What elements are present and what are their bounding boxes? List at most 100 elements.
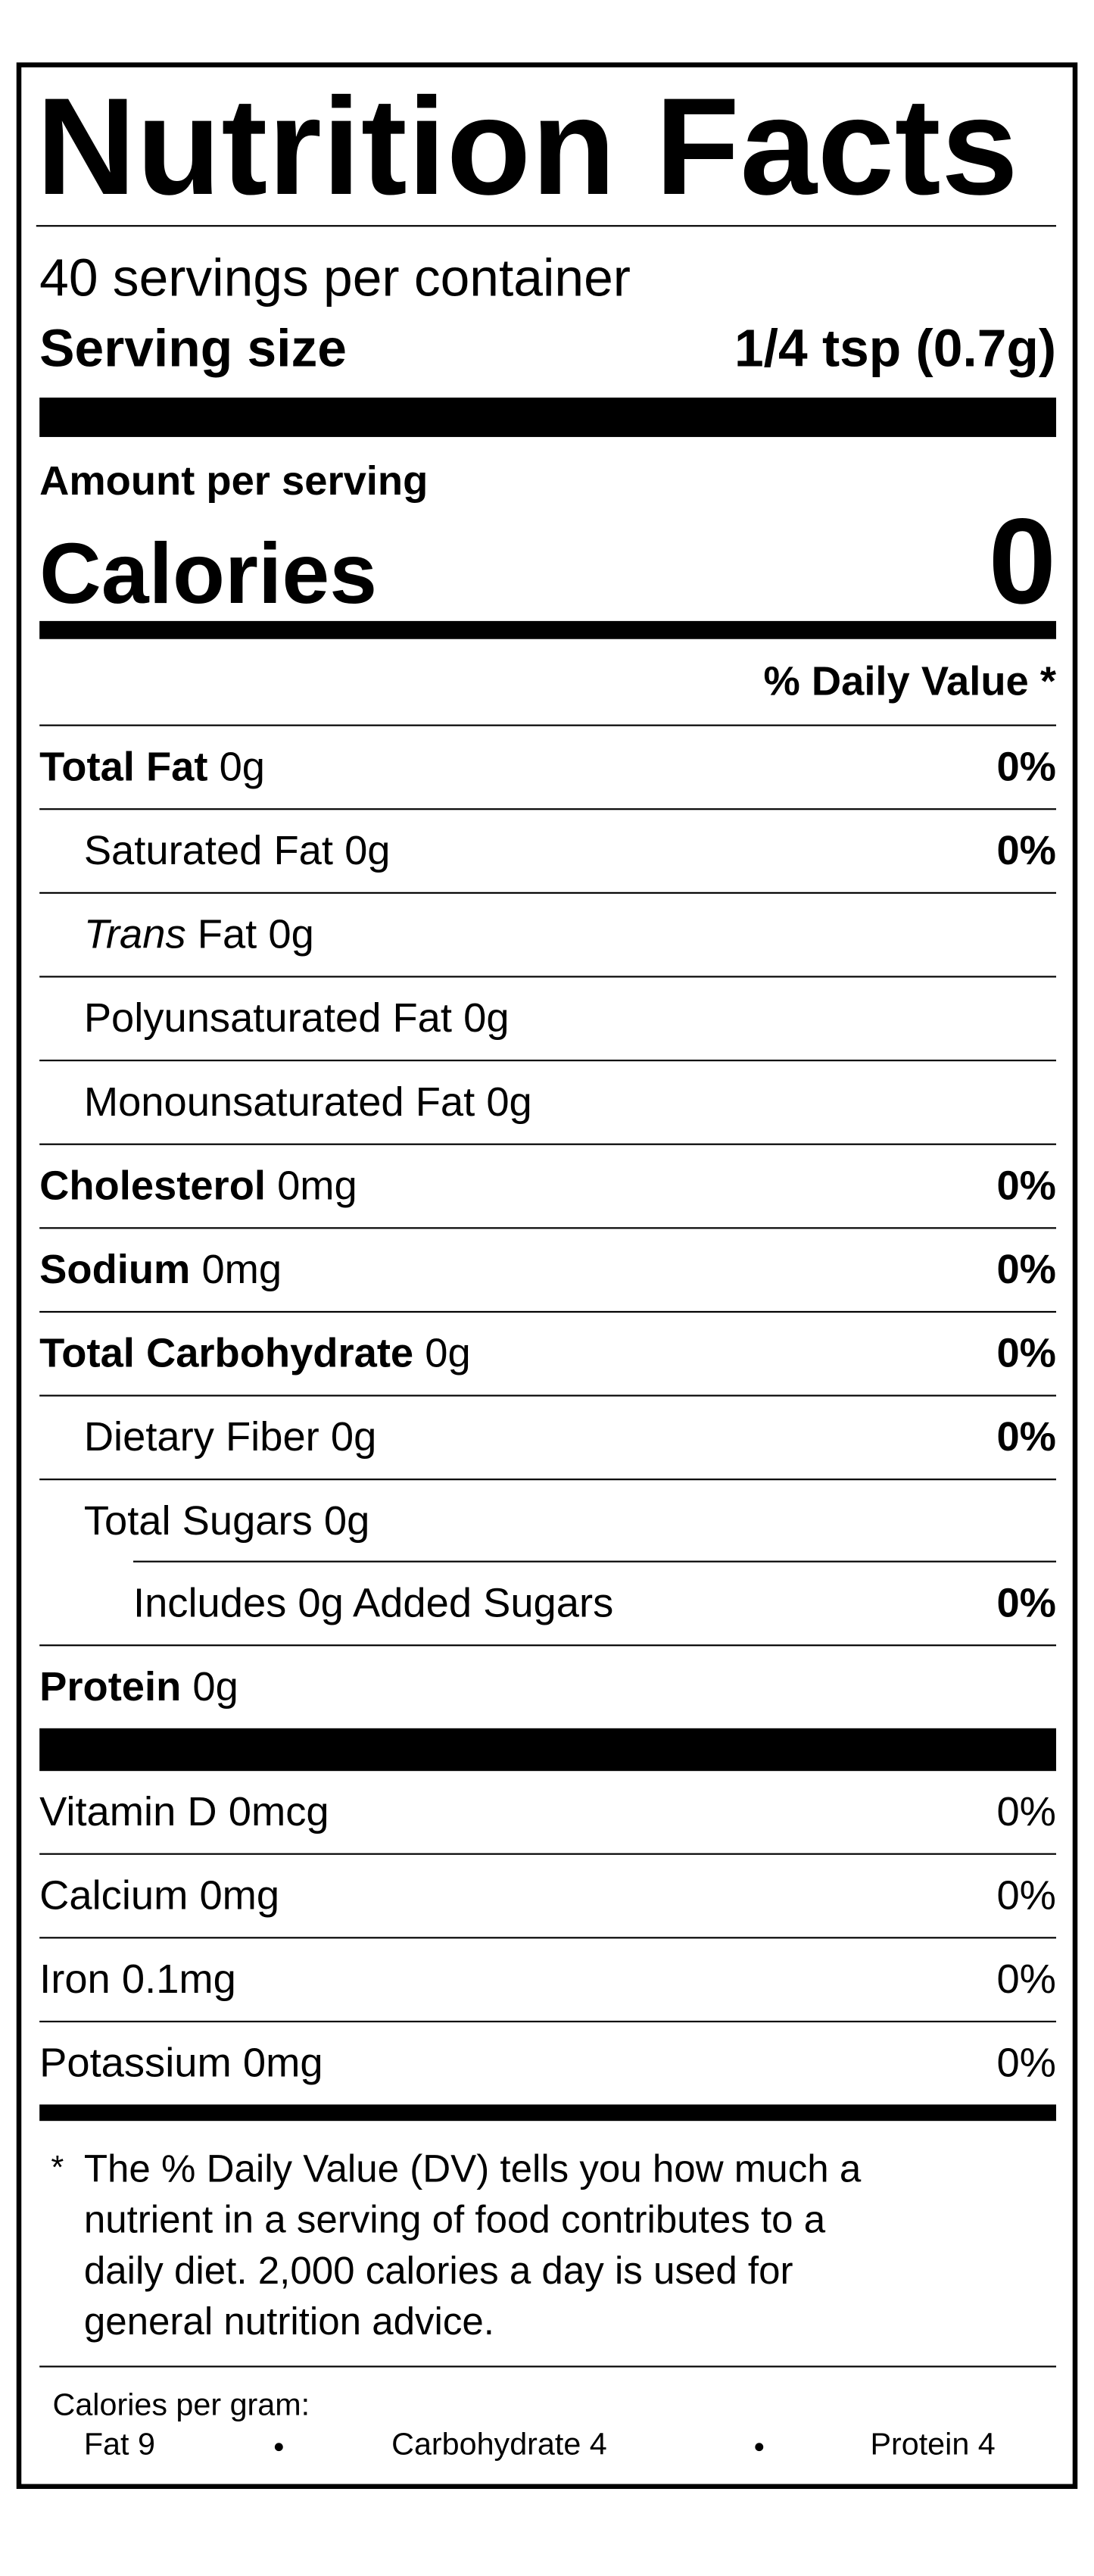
thick-rule	[39, 397, 1057, 437]
footnote-line: The % Daily Value (DV) tells you how muc…	[83, 2147, 862, 2190]
footnote-line: general nutrition advice.	[83, 2300, 494, 2343]
nutrient-row: Protein 0g	[39, 1646, 1056, 1728]
nutrient: Cholesterol 0mg	[39, 1145, 357, 1227]
nutrient-amount: 0g	[330, 1414, 377, 1461]
nutrient-dv: 0%	[996, 1163, 1057, 1210]
medium-rule	[39, 2104, 1057, 2122]
vitamin-row: Iron 0.1mg 0%	[39, 1938, 1057, 2023]
calories-label: Calories	[39, 527, 378, 623]
nutrient-amount: 0mg	[277, 1163, 357, 1210]
amount-per-serving: Amount per serving	[39, 458, 429, 504]
nutrient-row: Monounsaturated Fat 0g	[39, 1061, 1057, 1145]
nutrient-dv: 0%	[996, 1247, 1057, 1294]
nutrient-row: Total Sugars 0g	[39, 1480, 1057, 1563]
nutrient-name: Sodium	[39, 1247, 191, 1294]
calories-per-gram-item: Carbohydrate 4	[391, 2428, 607, 2463]
calories-per-gram-item: Fat 9	[83, 2428, 155, 2463]
title: Nutrition Facts	[36, 67, 1057, 227]
nutrient-amount: 0g	[486, 1079, 532, 1126]
nutrient-row: Polyunsaturated Fat 0g	[39, 978, 1057, 1062]
vitamin-row: Calcium 0mg 0%	[39, 1855, 1057, 1939]
vitamin-row: Potassium 0mg 0%	[39, 2022, 1056, 2104]
daily-value-header: % Daily Value *	[39, 639, 1057, 726]
nutrient-dv: 0%	[996, 744, 1057, 791]
nutrient-name: Total Carbohydrate	[39, 1330, 414, 1377]
nutrient-name-italic: Trans	[83, 911, 186, 958]
nutrition-label: Nutrition Facts 40 servings per containe…	[16, 62, 1078, 2490]
nutrient-row: Total Carbohydrate 0g 0%	[39, 1313, 1057, 1397]
vitamin-name: Potassium	[39, 2040, 232, 2087]
nutrient-row: Total Fat 0g 0%	[39, 726, 1057, 810]
nutrient: Total Sugars 0g	[39, 1480, 370, 1562]
calories-per-gram-items: Fat 9 Carbohydrate 4 Protein 4	[39, 2427, 1056, 2466]
vitamin-row: Vitamin D 0mcg 0%	[39, 1771, 1057, 1855]
vitamin-dv: 0%	[996, 1872, 1057, 1919]
nutrient: Total Fat 0g	[39, 726, 265, 808]
nutrient-name: Monounsaturated Fat	[83, 1079, 475, 1126]
footnote: * The % Daily Value (DV) tells you how m…	[39, 2121, 1057, 2368]
nutrient: Protein 0g	[39, 1646, 238, 1728]
nutrient-row: Includes 0g Added Sugars 0%	[39, 1563, 1057, 1647]
calories-value: 0	[988, 492, 1057, 629]
nutrient-amount: 0g	[219, 744, 266, 791]
nutrient-row: Cholesterol 0mg 0%	[39, 1145, 1057, 1229]
nutrient: Sodium 0mg	[39, 1229, 282, 1310]
vitamin-amount: 0.1mg	[121, 1956, 236, 2003]
nutrient-row: Saturated Fat 0g 0%	[39, 810, 1057, 894]
vitamin-name: Iron	[39, 1956, 111, 2003]
nutrient-amount: 0g	[463, 995, 510, 1042]
nutrient-text: Includes 0g Added Sugars	[133, 1580, 614, 1627]
nutrient-name: Saturated Fat	[83, 828, 333, 874]
vitamin-name: Vitamin D	[39, 1789, 217, 1835]
vitamin: Vitamin D 0mcg	[39, 1771, 329, 1853]
calories: Calories 0	[39, 492, 1057, 629]
nutrient-amount: 0g	[192, 1664, 238, 1710]
vitamin: Potassium 0mg	[39, 2022, 323, 2104]
servings: 40 servings per container	[39, 248, 631, 308]
footnote-line: nutrient in a serving of food contribute…	[83, 2198, 826, 2241]
nutrient-amount: 0g	[344, 828, 391, 874]
calories-per-gram-label: Calories per gram:	[52, 2388, 310, 2424]
nutrient-row: Trans Fat 0g	[39, 894, 1057, 978]
nutrient-amount: 0g	[268, 911, 314, 958]
serving-size-label: Serving size	[39, 318, 347, 378]
nutrient-name: Total Sugars	[83, 1498, 313, 1544]
nutrient: Dietary Fiber 0g	[39, 1397, 376, 1478]
thick-rule	[39, 1728, 1057, 1772]
nutrient-name: Total Fat	[39, 744, 208, 791]
nutrient-dv: 0%	[996, 1414, 1057, 1461]
vitamin-dv: 0%	[996, 2040, 1057, 2087]
nutrient-name: Protein	[39, 1664, 182, 1710]
nutrient: Polyunsaturated Fat 0g	[39, 978, 510, 1060]
serving-size-value: 1/4 tsp (0.7g)	[734, 318, 1057, 378]
bullet	[274, 2443, 283, 2452]
nutrient: Monounsaturated Fat 0g	[39, 1061, 532, 1143]
vitamin-amount: 0mg	[199, 1872, 280, 1919]
vitamin-dv: 0%	[996, 1789, 1057, 1835]
nutrient-dv: 0%	[996, 828, 1057, 874]
vitamin-name: Calcium	[39, 1872, 189, 1919]
medium-rule	[39, 620, 1057, 639]
nutrient-name: Dietary Fiber	[83, 1414, 319, 1461]
nutrient-name: Cholesterol	[39, 1163, 266, 1210]
vitamin: Calcium 0mg	[39, 1855, 279, 1937]
nutrient-row: Sodium 0mg 0%	[39, 1229, 1057, 1313]
footnote-line: daily diet. 2,000 calories a day is used…	[83, 2249, 793, 2292]
bullet	[755, 2443, 764, 2452]
nutrient: Trans Fat 0g	[39, 894, 314, 976]
nutrient-amount: 0g	[425, 1330, 471, 1377]
nutrient-amount: 0mg	[201, 1247, 282, 1294]
vitamin-dv: 0%	[996, 1956, 1057, 2003]
calories-per-gram: Calories per gram: Fat 9 Carbohydrate 4 …	[39, 2368, 1056, 2466]
nutrient-dv: 0%	[996, 1580, 1057, 1627]
nutrient-row: Dietary Fiber 0g 0%	[39, 1397, 1057, 1481]
calories-per-gram-item: Protein 4	[870, 2428, 996, 2463]
nutrient-name: Polyunsaturated Fat	[83, 995, 453, 1042]
nutrient-name: Fat	[197, 911, 257, 958]
vitamin: Iron 0.1mg	[39, 1938, 236, 2020]
nutrient-dv: 0%	[996, 1330, 1057, 1377]
serving-size: Serving size 1/4 tsp (0.7g)	[39, 315, 1056, 381]
nutrient-amount: 0g	[323, 1498, 370, 1544]
